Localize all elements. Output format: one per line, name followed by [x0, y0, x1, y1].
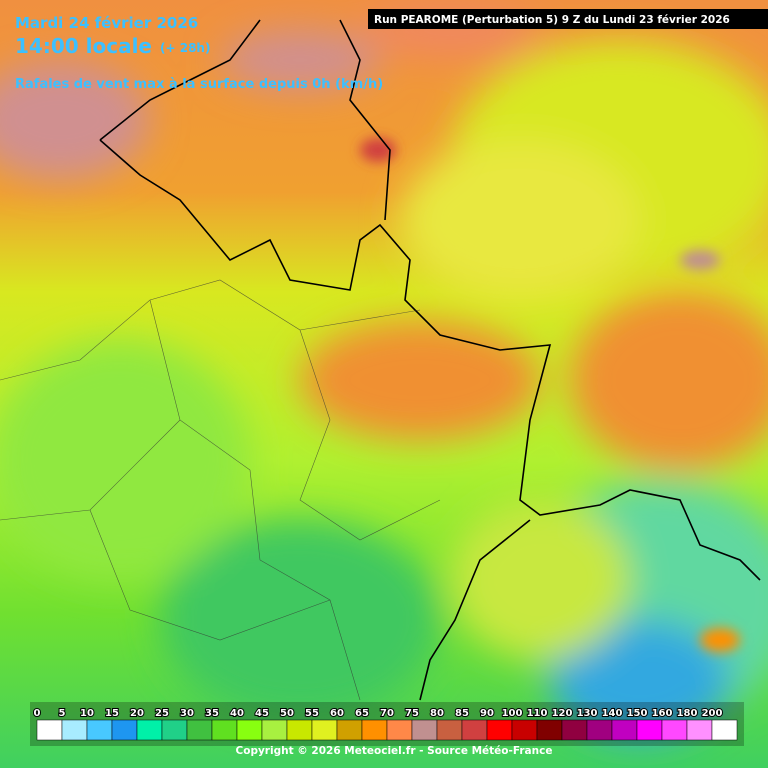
legend-swatch	[661, 719, 688, 741]
legend-label: 180	[677, 708, 698, 719]
legend-label: 60	[330, 708, 344, 719]
legend-swatch	[436, 719, 463, 741]
legend-swatch	[361, 719, 388, 741]
legend-label: 20	[130, 708, 144, 719]
legend-swatch	[111, 719, 138, 741]
legend-swatch	[336, 719, 363, 741]
legend-label: 110	[527, 708, 548, 719]
legend-swatch	[136, 719, 163, 741]
legend-swatch	[161, 719, 188, 741]
legend-swatch	[611, 719, 638, 741]
legend-swatch	[236, 719, 263, 741]
legend-label: 100	[502, 708, 523, 719]
legend-swatch	[86, 719, 113, 741]
legend-label: 120	[552, 708, 573, 719]
legend-swatch	[511, 719, 538, 741]
legend-swatch	[636, 719, 663, 741]
legend-swatch	[311, 719, 338, 741]
legend-label: 85	[455, 708, 469, 719]
legend-label: 140	[602, 708, 623, 719]
legend-swatch	[486, 719, 513, 741]
legend-swatch	[461, 719, 488, 741]
copyright: Copyright © 2026 Meteociel.fr - Source M…	[236, 745, 553, 757]
subtitle: Rafales de vent max à la surface depuis …	[15, 77, 383, 92]
date: Mardi 24 février 2026	[15, 14, 198, 32]
legend: 0 5 10 15 20 25 30 35 40 45 50 55 60 65 70 75 80 85 90 100 1…	[33, 707, 738, 741]
legend-label: 160	[652, 708, 673, 719]
legend-swatch	[261, 719, 288, 741]
legend-label: 35	[205, 708, 219, 719]
legend-label: 55	[305, 708, 319, 719]
legend-swatch	[686, 719, 713, 741]
legend-label: 0	[34, 708, 41, 719]
regions	[0, 279, 441, 701]
legend-label: 40	[230, 708, 244, 719]
legend-label: 90	[480, 708, 494, 719]
legend-label: 15	[105, 708, 119, 719]
legend-label: 75	[405, 708, 419, 719]
lead: (+ 28h)	[160, 41, 210, 55]
legend-label: 10	[80, 708, 94, 719]
legend-swatch	[411, 719, 438, 741]
legend-swatch	[711, 719, 738, 741]
borders	[99, 19, 761, 701]
legend-label: 5	[59, 708, 66, 719]
legend-label: 150	[627, 708, 648, 719]
legend-swatch	[36, 719, 63, 741]
legend-swatch	[186, 719, 213, 741]
legend-swatch	[61, 719, 88, 741]
legend-swatch	[536, 719, 563, 741]
legend-label: 130	[577, 708, 598, 719]
legend-swatch	[586, 719, 613, 741]
run-box	[368, 9, 768, 29]
legend-label: 65	[355, 708, 369, 719]
legend-label: 80	[430, 708, 444, 719]
legend-label: 200	[702, 708, 723, 719]
time: 14:00 locale	[15, 34, 152, 58]
legend-label: 70	[380, 708, 394, 719]
legend-swatch	[386, 719, 413, 741]
legend-label: 30	[180, 708, 194, 719]
legend-swatch	[286, 719, 313, 741]
legend-label: 50	[280, 708, 294, 719]
legend-label: 45	[255, 708, 269, 719]
legend-swatch	[561, 719, 588, 741]
legend-label: 25	[155, 708, 169, 719]
legend-swatch	[211, 719, 238, 741]
run: Run PEAROME (Perturbation 5) 9 Z du Lund…	[374, 14, 730, 26]
